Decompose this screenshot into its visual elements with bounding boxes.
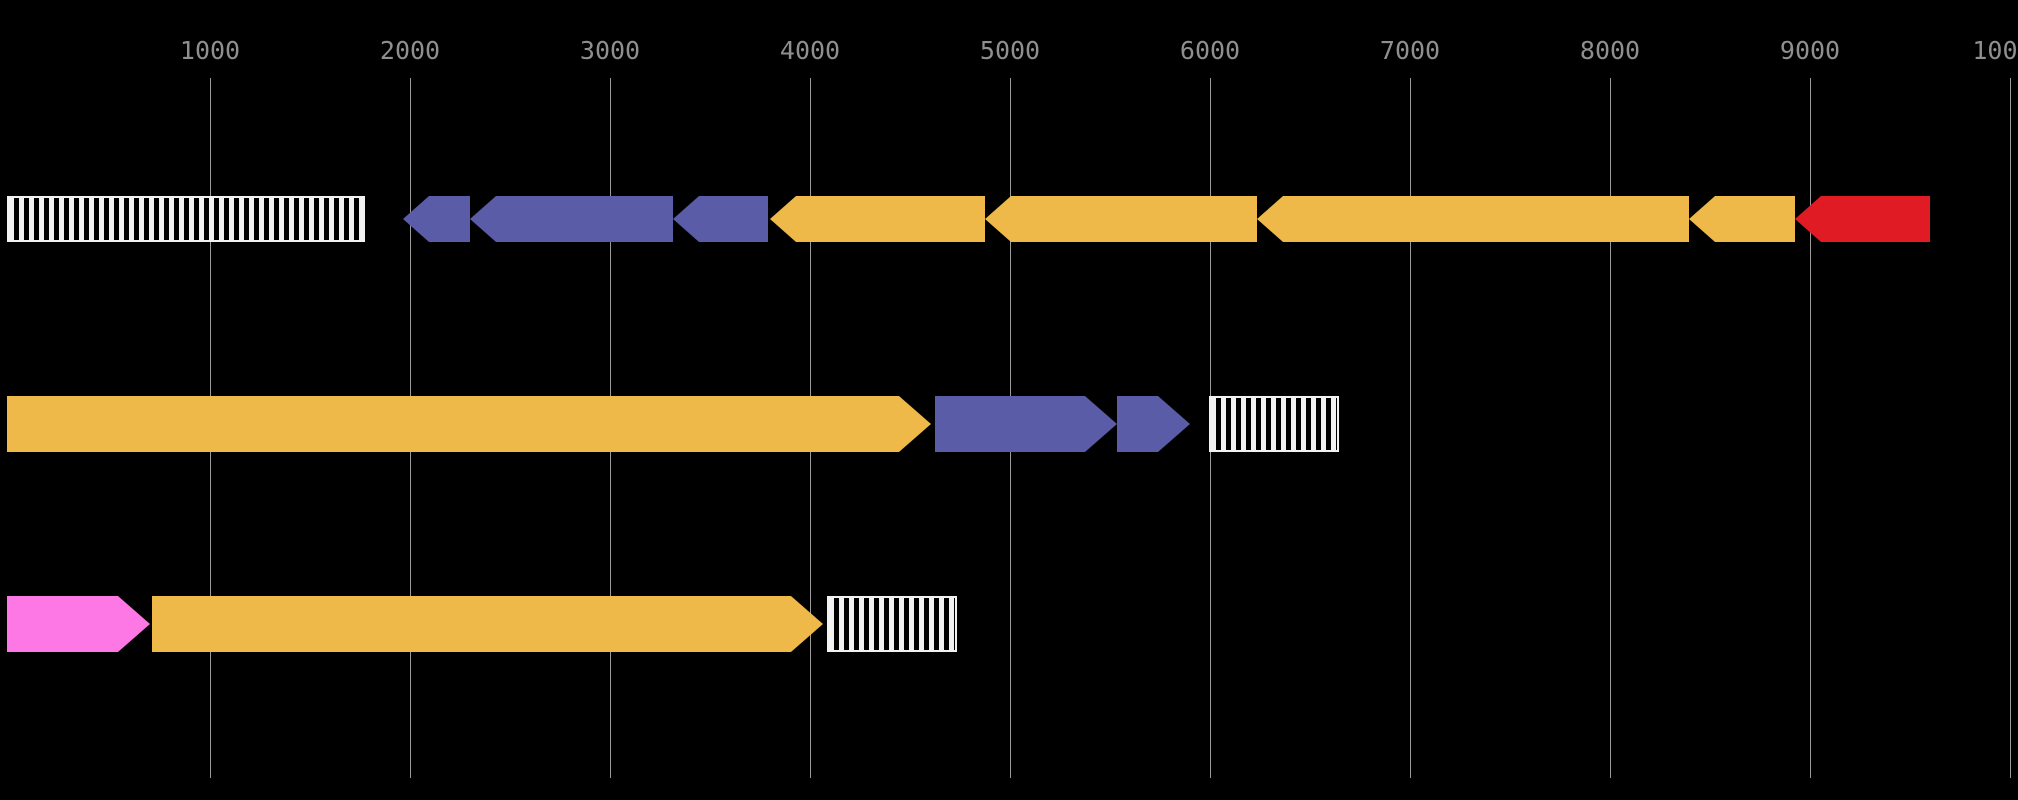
axis-gridline (2010, 78, 2011, 778)
feature-arrow-right[interactable] (935, 396, 1117, 452)
arrow-shape (770, 196, 985, 242)
arrow-shape (673, 196, 768, 242)
track-2 (0, 396, 2018, 452)
feature-arrow-right[interactable] (1117, 396, 1190, 452)
axis-gridline (1610, 78, 1611, 778)
axis-tick-label: 5000 (979, 36, 1041, 65)
arrow-shape (7, 596, 150, 652)
axis-tick-label: 3000 (579, 36, 641, 65)
feature-arrow-left[interactable] (470, 196, 673, 242)
feature-hatched-box[interactable] (827, 596, 957, 652)
arrow-shape (7, 396, 931, 452)
arrow-shape (935, 396, 1117, 452)
axis-tick-label: 8000 (1579, 36, 1641, 65)
track-1 (0, 196, 2018, 242)
axis-gridline (1410, 78, 1411, 778)
axis-tick-label: 7000 (1379, 36, 1441, 65)
feature-arrow-left[interactable] (770, 196, 985, 242)
axis-tick-label: 10000 (1972, 36, 2018, 65)
feature-arrow-right[interactable] (7, 596, 150, 652)
arrow-shape (1689, 196, 1795, 242)
arrow-shape (470, 196, 673, 242)
arrow-shape (1117, 396, 1190, 452)
feature-arrow-right[interactable] (7, 396, 931, 452)
feature-arrow-right[interactable] (152, 596, 823, 652)
feature-arrow-left[interactable] (673, 196, 768, 242)
axis-tick-label: 1000 (179, 36, 241, 65)
arrow-shape (1795, 196, 1930, 242)
feature-hatched-box[interactable] (7, 196, 365, 242)
axis-tick-label: 9000 (1779, 36, 1841, 65)
arrow-shape (985, 196, 1257, 242)
axis-tick-label: 4000 (779, 36, 841, 65)
axis-tick-label: 6000 (1179, 36, 1241, 65)
feature-arrow-left[interactable] (985, 196, 1257, 242)
axis-tick-label: 2000 (379, 36, 441, 65)
axis-gridline (1810, 78, 1811, 778)
track-3 (0, 596, 2018, 652)
arrow-shape (403, 196, 470, 242)
feature-hatched-box[interactable] (1209, 396, 1339, 452)
feature-arrow-left[interactable] (1795, 196, 1930, 242)
feature-arrow-left[interactable] (1689, 196, 1795, 242)
arrow-shape (152, 596, 823, 652)
feature-arrow-left[interactable] (403, 196, 470, 242)
arrow-shape (1257, 196, 1689, 242)
feature-arrow-left[interactable] (1257, 196, 1689, 242)
